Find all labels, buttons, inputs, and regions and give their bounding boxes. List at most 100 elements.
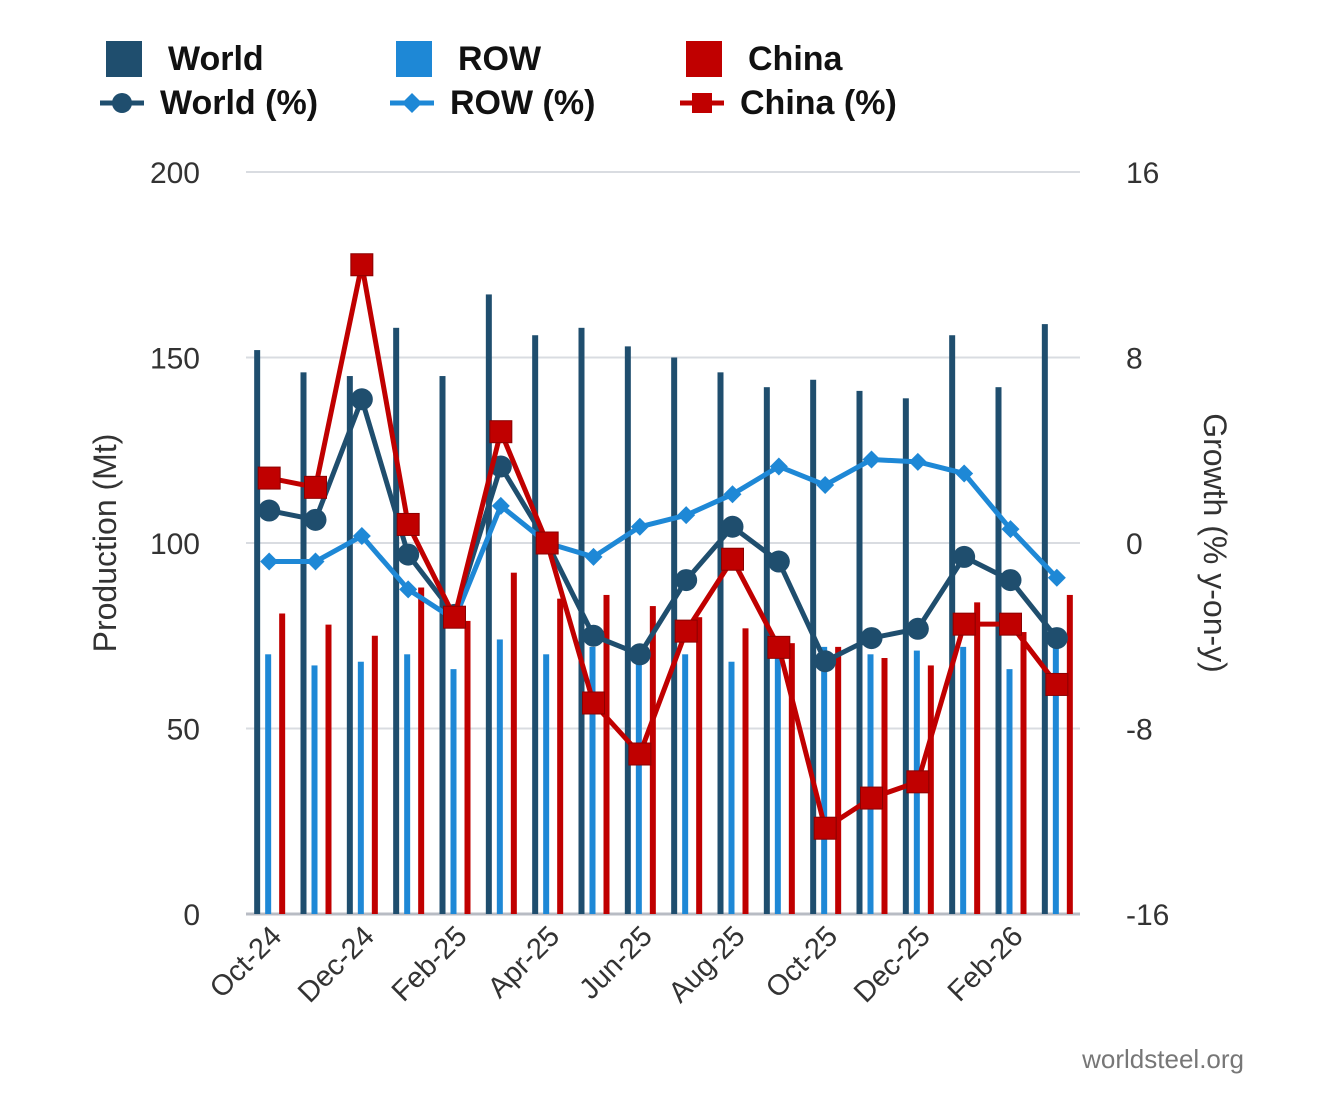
- x-tick-label: Dec-24: [292, 920, 381, 1009]
- point-row-9: [677, 506, 696, 525]
- bar-world-3: [393, 327, 400, 914]
- bar-world-0: [254, 350, 261, 915]
- bar-world-5: [485, 294, 492, 914]
- point-china-1: [304, 475, 327, 499]
- legend-item-world-pct: World (%): [98, 82, 318, 124]
- legend-label-china: China: [748, 39, 843, 78]
- bar-world-2: [346, 376, 353, 914]
- point-row-17: [1047, 568, 1066, 587]
- point-row-11: [769, 457, 788, 476]
- bar-china-13: [881, 658, 888, 914]
- point-world-3: [397, 543, 420, 566]
- bar-row-9: [682, 654, 689, 914]
- grid-lines: [246, 171, 1080, 916]
- bar-row-13: [867, 654, 874, 914]
- bar-world-4: [439, 376, 446, 914]
- bar-china-11: [788, 643, 795, 914]
- legend-item-world: World: [106, 38, 264, 80]
- point-row-15: [955, 464, 974, 483]
- bar-row-1: [311, 665, 318, 914]
- point-china-13: [860, 786, 883, 810]
- legend-item-china-pct: China (%): [678, 82, 897, 124]
- bar-china-7: [603, 594, 610, 914]
- bar-row-6: [543, 654, 550, 914]
- point-china-8: [628, 742, 652, 766]
- point-china-11: [767, 635, 791, 659]
- bar-world-15: [949, 335, 956, 914]
- x-tick-label: Jun-25: [573, 920, 658, 1005]
- legend-swatch-world: [106, 41, 142, 77]
- point-world-17: [1045, 627, 1068, 650]
- point-china-17: [1045, 672, 1069, 696]
- point-china-4: [443, 605, 466, 629]
- legend: World ROW China World (%) ROW (%) China …: [98, 36, 958, 126]
- point-row-2: [352, 527, 371, 546]
- point-world-12: [814, 650, 837, 673]
- point-row-10: [723, 485, 742, 504]
- point-china-2: [350, 253, 374, 277]
- legend-line-china-pct: [680, 93, 724, 113]
- y2-tick-label: -8: [1126, 714, 1153, 747]
- bar-china-10: [742, 628, 749, 914]
- bar-world-9: [671, 357, 678, 914]
- point-row-1: [306, 552, 325, 571]
- point-row-8: [630, 517, 649, 536]
- x-tick-label: Feb-25: [386, 920, 474, 1008]
- legend-item-row-pct: ROW (%): [388, 82, 595, 124]
- bar-world-7: [578, 327, 585, 914]
- point-world-13: [860, 627, 883, 650]
- point-china-9: [674, 619, 698, 643]
- x-tick-label: Dec-25: [848, 920, 937, 1009]
- point-row-5: [491, 496, 510, 515]
- point-world-11: [767, 550, 790, 573]
- lines: [257, 253, 1069, 840]
- point-world-9: [675, 569, 698, 592]
- point-world-1: [304, 508, 327, 531]
- point-row-16: [1001, 520, 1020, 539]
- bar-world-11: [763, 387, 770, 914]
- bar-row-5: [496, 639, 503, 914]
- point-world-15: [953, 545, 976, 568]
- x-tick-label: Oct-24: [204, 920, 288, 1004]
- point-china-10: [721, 547, 744, 571]
- line-china: [268, 262, 1059, 831]
- bar-china-0: [279, 613, 286, 914]
- bar-china-5: [510, 572, 517, 914]
- bar-row-16: [1006, 669, 1013, 914]
- bar-row-4: [450, 669, 457, 914]
- bar-china-6: [557, 598, 564, 914]
- legend-item-row: ROW: [396, 38, 541, 80]
- bar-row-10: [728, 661, 735, 914]
- bar-world-6: [532, 335, 539, 914]
- point-world-8: [628, 643, 651, 666]
- bar-world-8: [624, 346, 631, 914]
- x-tick-label: Feb-26: [942, 920, 1030, 1008]
- x-tick-label: Oct-25: [760, 920, 844, 1004]
- bar-row-11: [774, 658, 781, 914]
- legend-label-china-pct: China (%): [740, 83, 897, 122]
- point-china-16: [999, 612, 1022, 636]
- y2-tick-label: 16: [1126, 157, 1159, 190]
- y-tick-label: 150: [150, 343, 200, 376]
- x-tick-label: Apr-25: [482, 920, 566, 1004]
- point-row-0: [260, 552, 279, 571]
- point-china-3: [396, 512, 420, 536]
- point-world-14: [906, 617, 929, 640]
- point-world-0: [258, 499, 281, 522]
- point-china-12: [813, 816, 837, 840]
- point-row-12: [816, 476, 835, 495]
- point-world-2: [350, 388, 373, 411]
- bar-world-14: [902, 398, 909, 914]
- y2-tick-label: 8: [1126, 343, 1143, 376]
- legend-label-row: ROW: [458, 39, 542, 78]
- bar-row-17: [1052, 643, 1059, 914]
- point-world-16: [999, 569, 1022, 592]
- point-world-7: [582, 624, 605, 647]
- bar-row-12: [821, 646, 828, 914]
- bar-world-13: [856, 390, 863, 914]
- x-tick-label: Aug-25: [663, 920, 752, 1009]
- point-china-7: [582, 691, 605, 715]
- y-tick-label: 0: [183, 899, 200, 932]
- bar-row-0: [265, 654, 272, 914]
